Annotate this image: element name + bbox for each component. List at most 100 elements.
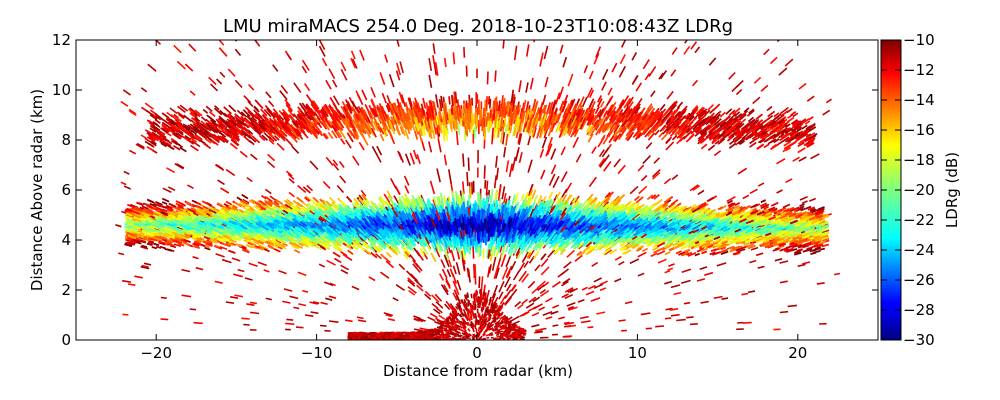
radar-gate: [492, 111, 496, 120]
radar-gate: [797, 147, 806, 154]
radar-gate: [606, 109, 614, 119]
radar-gate: [543, 45, 549, 60]
radar-gate: [531, 311, 540, 317]
radar-gate: [512, 270, 520, 281]
radar-gate: [456, 279, 462, 291]
radar-gate: [443, 154, 448, 166]
radar-gate: [774, 258, 783, 262]
radar-gate: [450, 249, 456, 262]
radar-gate: [618, 65, 627, 78]
radar-gate: [285, 170, 293, 177]
radar-gate: [518, 133, 523, 145]
radar-gate: [591, 146, 597, 154]
radar-gate: [588, 70, 594, 80]
radar-gate: [527, 280, 536, 289]
radar-gate: [763, 143, 770, 149]
radar-gate: [508, 163, 513, 178]
radar-gate: [501, 266, 509, 280]
radar-gate: [143, 262, 152, 266]
radar-gate: [456, 99, 460, 108]
radar-gate: [439, 121, 443, 130]
radar-gate: [115, 224, 122, 228]
radar-gate: [809, 132, 816, 137]
radar-gate: [122, 279, 132, 283]
radar-gate: [700, 300, 709, 304]
radar-gate: [659, 103, 666, 112]
radar-gate: [414, 278, 423, 288]
radar-gate: [645, 142, 653, 150]
radar-gate: [624, 300, 633, 305]
radar-gate: [607, 87, 613, 96]
radar-gate: [440, 284, 449, 296]
radar-gate: [434, 62, 439, 76]
radar-gate: [298, 102, 306, 112]
radar-gate: [340, 138, 346, 145]
radar-gate: [640, 312, 651, 316]
radar-gate: [595, 46, 602, 58]
radar-gate: [518, 80, 522, 93]
radar-gate: [429, 312, 438, 319]
radar-gate: [763, 48, 770, 56]
radar-gate: [808, 197, 817, 202]
radar-gate: [539, 288, 546, 295]
radar-gate: [285, 104, 293, 113]
radar-gate: [816, 282, 825, 285]
radar-gate: [540, 327, 547, 331]
radar-gate: [642, 59, 650, 70]
radar-gate: [548, 173, 556, 186]
radar-gate: [304, 314, 314, 317]
radar-gate: [491, 113, 494, 124]
radar-gate: [261, 134, 269, 142]
radar-gate: [747, 290, 756, 294]
radar-gate: [491, 284, 499, 299]
radar-gate: [249, 301, 258, 305]
radar-gate: [659, 70, 668, 80]
radar-gate: [503, 118, 507, 127]
radar-gate: [381, 92, 387, 104]
radar-gate: [535, 330, 543, 333]
radar-gate: [243, 323, 250, 326]
radar-gate: [499, 295, 507, 305]
radar-gate: [452, 96, 456, 110]
radar-gate: [495, 167, 499, 180]
radar-gate: [429, 117, 434, 131]
radar-gate: [395, 284, 405, 292]
radar-gate: [218, 47, 228, 57]
radar-gate: [249, 153, 258, 161]
radar-gate: [375, 111, 381, 121]
radar-gate: [505, 160, 510, 173]
radar-gate: [537, 284, 545, 292]
radar-gate: [267, 153, 276, 162]
radar-gate: [511, 111, 515, 123]
radar-gate: [527, 159, 533, 173]
radar-gate: [452, 52, 456, 65]
radar-gate: [282, 111, 291, 121]
radar-gate: [735, 80, 744, 88]
radar-gate: [263, 269, 270, 273]
radar-gate: [601, 81, 607, 91]
radar-gate: [288, 178, 295, 184]
radar-gate: [443, 195, 448, 206]
radar-gate: [510, 284, 517, 292]
radar-gate: [265, 297, 272, 301]
radar-gate: [514, 300, 522, 308]
radar-gate: [140, 265, 150, 270]
radar-gate: [597, 95, 603, 103]
radar-gate: [670, 69, 677, 77]
radar-gate: [550, 311, 557, 315]
radar-gate: [237, 268, 245, 273]
radar-gate: [435, 317, 443, 323]
radar-gate: [550, 148, 557, 160]
radar-gate: [150, 125, 157, 131]
radar-gate: [247, 100, 254, 107]
radar-gate: [452, 292, 458, 301]
radar-gate: [264, 188, 272, 195]
radar-gate: [305, 112, 313, 121]
radar-gate: [404, 129, 410, 140]
radar-gate: [792, 156, 800, 162]
radar-gate: [361, 89, 368, 101]
radar-gate: [379, 133, 385, 142]
radar-gate: [564, 293, 574, 300]
radar-gate: [552, 324, 559, 327]
radar-gate: [505, 133, 509, 146]
